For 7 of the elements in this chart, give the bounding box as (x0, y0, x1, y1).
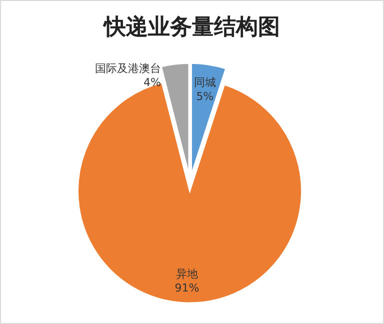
slice-label: 同城 (194, 76, 216, 89)
chart-title: 快递业务量结构图 (102, 14, 280, 40)
data-label: 4% (144, 76, 161, 89)
data-label: 5% (196, 90, 214, 103)
slice-label: 国际及港澳台 (94, 62, 161, 75)
data-label: 91% (174, 282, 200, 295)
slice-label: 异地 (176, 268, 198, 281)
